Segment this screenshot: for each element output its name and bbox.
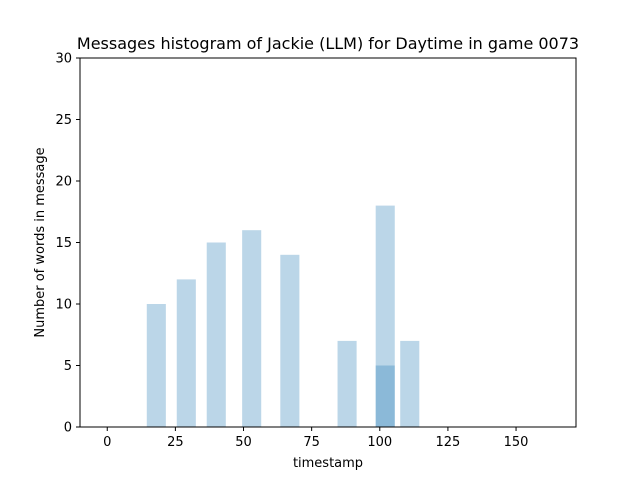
bar-2 [206, 242, 226, 427]
bar-0 [146, 304, 166, 427]
bars-group [146, 205, 420, 427]
y-tick-label-5: 25 [55, 113, 72, 128]
y-tick-label-1: 5 [64, 359, 72, 374]
y-tick-label-4: 20 [55, 175, 72, 190]
y-tick-label-3: 15 [55, 236, 72, 251]
x-tick-label-1: 25 [167, 435, 184, 450]
bar-1 [176, 279, 196, 427]
x-tick-label-4: 100 [367, 435, 392, 450]
chart-title: Messages histogram of Jackie (LLM) for D… [77, 34, 579, 53]
x-axis-ticks: 0 25 50 75 100 125 150 [103, 427, 528, 450]
y-axis-ticks: 0 5 10 15 20 25 30 [55, 52, 80, 436]
y-tick-label-2: 10 [55, 298, 72, 313]
bar-4 [280, 254, 300, 427]
bar-5 [337, 340, 357, 427]
y-tick-label-6: 30 [55, 52, 72, 67]
x-tick-label-3: 75 [303, 435, 320, 450]
x-axis-label: timestamp [293, 456, 363, 471]
bar-6 [375, 205, 395, 427]
x-tick-label-2: 50 [235, 435, 252, 450]
bar-8 [400, 340, 420, 427]
x-tick-label-6: 150 [504, 435, 529, 450]
plot-frame [79, 57, 577, 428]
bar-3 [242, 230, 262, 427]
y-tick-label-0: 0 [64, 421, 72, 436]
bar-7 [375, 365, 395, 427]
x-tick-label-5: 125 [435, 435, 460, 450]
y-axis-label: Number of words in message [33, 147, 48, 337]
x-tick-label-0: 0 [103, 435, 111, 450]
